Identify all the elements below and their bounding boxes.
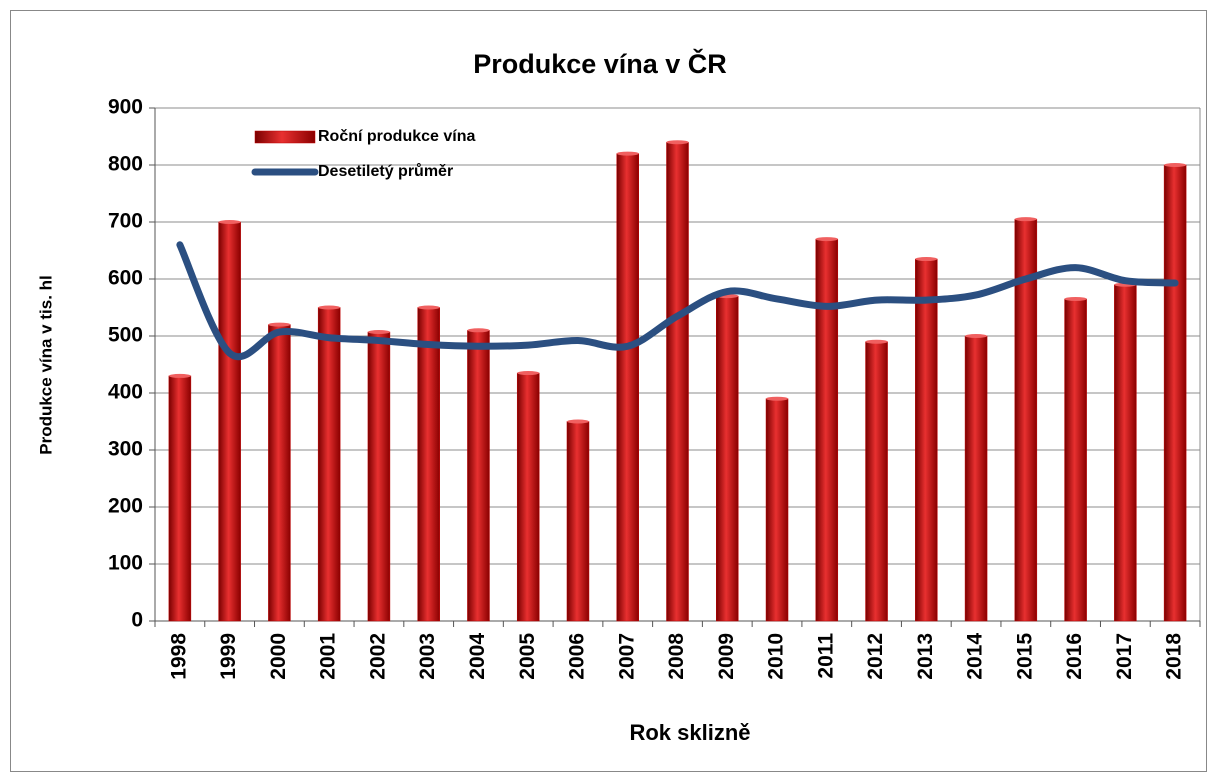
bar bbox=[268, 324, 291, 622]
bar-top bbox=[865, 339, 888, 344]
bar-top bbox=[467, 328, 490, 333]
x-tick-label: 2016 bbox=[1063, 633, 1086, 680]
bar-top bbox=[218, 220, 241, 224]
chart-title: Produkce vína v ČR bbox=[473, 48, 727, 79]
bar-top bbox=[915, 257, 938, 262]
x-tick-label: 2014 bbox=[964, 633, 987, 680]
x-tick-label: 2009 bbox=[715, 633, 738, 680]
legend-swatch bbox=[254, 130, 316, 144]
bar-top bbox=[268, 322, 291, 327]
x-tick-label: 2006 bbox=[566, 633, 589, 680]
chart-border bbox=[10, 10, 1207, 772]
x-tick-label: 2011 bbox=[814, 633, 837, 679]
y-tick-label: 700 bbox=[108, 210, 143, 233]
y-axis-label: Produkce vína v tis. hl bbox=[36, 275, 55, 455]
x-tick-label: 2015 bbox=[1013, 633, 1036, 680]
x-tick-label: 2000 bbox=[267, 633, 290, 680]
x-tick-label: 1999 bbox=[217, 633, 240, 680]
bar-top bbox=[965, 334, 988, 338]
bar bbox=[1163, 164, 1187, 622]
bar bbox=[815, 238, 839, 622]
bar bbox=[765, 398, 789, 622]
x-tick-label: 1998 bbox=[167, 633, 190, 680]
y-tick-label: 200 bbox=[108, 495, 143, 518]
x-axis-label: Rok sklizně bbox=[629, 720, 750, 745]
bar-top bbox=[318, 305, 341, 310]
bar-top bbox=[566, 419, 589, 424]
x-tick-label: 2002 bbox=[366, 633, 389, 680]
y-tick-label: 400 bbox=[108, 381, 143, 404]
bar-top bbox=[616, 151, 639, 156]
bar-top bbox=[1164, 163, 1187, 167]
legend-label: Roční produkce vína bbox=[318, 128, 475, 145]
bar bbox=[964, 335, 988, 622]
x-tick-label: 2013 bbox=[914, 633, 937, 680]
bar-top bbox=[1064, 296, 1087, 301]
legend-label: Desetiletý průměr bbox=[318, 163, 453, 180]
x-tick-label: 2004 bbox=[466, 633, 489, 680]
bar-top bbox=[417, 305, 440, 310]
bar bbox=[1114, 284, 1137, 622]
x-tick-label: 2008 bbox=[665, 633, 688, 680]
x-tick-label: 2001 bbox=[317, 633, 340, 680]
y-tick-label: 900 bbox=[108, 96, 143, 119]
bar bbox=[168, 375, 192, 622]
bar bbox=[865, 341, 888, 622]
x-tick-label: 2007 bbox=[615, 633, 638, 680]
y-tick-label: 0 bbox=[131, 609, 143, 632]
bar bbox=[218, 221, 241, 622]
bar bbox=[666, 141, 689, 622]
bar bbox=[367, 331, 391, 622]
y-tick-label: 800 bbox=[108, 153, 143, 176]
x-tick-label: 2012 bbox=[864, 633, 887, 680]
bar-top bbox=[766, 396, 789, 401]
bar bbox=[566, 421, 590, 622]
y-tick-label: 300 bbox=[108, 438, 143, 461]
x-tick-label: 2017 bbox=[1113, 633, 1136, 680]
bar bbox=[317, 307, 341, 622]
bar bbox=[915, 258, 938, 622]
bar-top bbox=[1014, 217, 1037, 222]
bar bbox=[417, 307, 440, 622]
line bbox=[176, 241, 1179, 361]
bar-top bbox=[815, 237, 838, 242]
bar bbox=[467, 330, 490, 622]
x-tick-label: 2003 bbox=[416, 633, 439, 680]
bar bbox=[1064, 298, 1087, 622]
bar-top bbox=[168, 373, 191, 378]
bar-top bbox=[517, 371, 540, 376]
x-tick-label: 2005 bbox=[516, 633, 539, 680]
y-tick-label: 100 bbox=[108, 552, 143, 575]
x-tick-label: 2018 bbox=[1163, 633, 1186, 680]
bar bbox=[516, 372, 540, 622]
bar bbox=[716, 295, 739, 622]
x-tick-label: 2010 bbox=[765, 633, 788, 680]
y-tick-label: 500 bbox=[108, 324, 143, 347]
bar bbox=[616, 153, 639, 622]
y-tick-label: 600 bbox=[108, 267, 143, 290]
bar-top bbox=[367, 330, 390, 335]
bar-top bbox=[666, 140, 689, 145]
